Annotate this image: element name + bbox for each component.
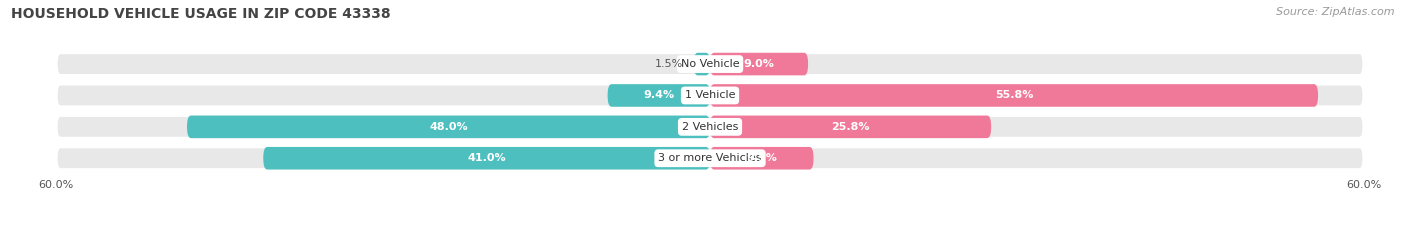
FancyBboxPatch shape [56, 147, 1364, 170]
Text: HOUSEHOLD VEHICLE USAGE IN ZIP CODE 43338: HOUSEHOLD VEHICLE USAGE IN ZIP CODE 4333… [11, 7, 391, 21]
Text: Source: ZipAtlas.com: Source: ZipAtlas.com [1277, 7, 1395, 17]
FancyBboxPatch shape [693, 53, 710, 75]
FancyBboxPatch shape [710, 84, 1317, 107]
FancyBboxPatch shape [710, 116, 991, 138]
Text: 9.4%: 9.4% [644, 91, 675, 100]
Text: 48.0%: 48.0% [429, 122, 468, 132]
Text: 55.8%: 55.8% [995, 91, 1033, 100]
FancyBboxPatch shape [710, 147, 814, 170]
FancyBboxPatch shape [187, 116, 710, 138]
FancyBboxPatch shape [263, 147, 710, 170]
FancyBboxPatch shape [56, 84, 1364, 107]
Text: 9.0%: 9.0% [744, 59, 775, 69]
Text: 9.5%: 9.5% [747, 153, 778, 163]
FancyBboxPatch shape [607, 84, 710, 107]
FancyBboxPatch shape [56, 53, 1364, 75]
Legend: Owner-occupied, Renter-occupied: Owner-occupied, Renter-occupied [593, 230, 827, 234]
FancyBboxPatch shape [710, 53, 808, 75]
Text: 1.5%: 1.5% [655, 59, 683, 69]
Text: 41.0%: 41.0% [467, 153, 506, 163]
Text: 1 Vehicle: 1 Vehicle [685, 91, 735, 100]
Text: 3 or more Vehicles: 3 or more Vehicles [658, 153, 762, 163]
Text: 25.8%: 25.8% [831, 122, 870, 132]
Text: 2 Vehicles: 2 Vehicles [682, 122, 738, 132]
FancyBboxPatch shape [56, 116, 1364, 138]
Text: No Vehicle: No Vehicle [681, 59, 740, 69]
